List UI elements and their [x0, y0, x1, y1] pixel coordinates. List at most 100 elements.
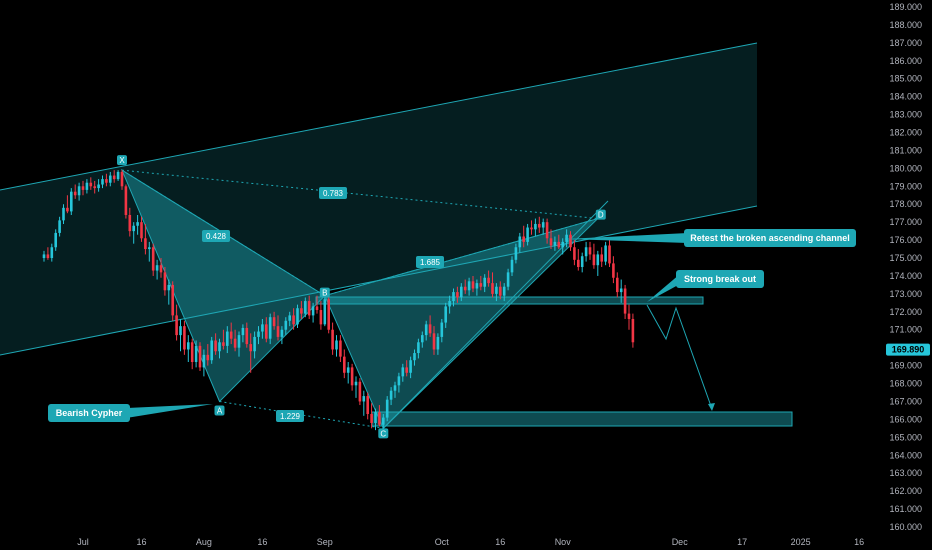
- callout-pattern[interactable]: Bearish Cypher: [48, 404, 213, 422]
- candle-body: [413, 353, 416, 361]
- candle-body: [81, 186, 85, 190]
- candle-body: [444, 306, 447, 323]
- point-label-text: X: [119, 156, 125, 165]
- candle-body: [93, 186, 96, 189]
- candle-body: [623, 288, 627, 314]
- channel-upper-line[interactable]: [0, 42, 758, 191]
- candle-body: [553, 241, 557, 246]
- candle-body: [105, 179, 108, 183]
- candle-body: [265, 324, 268, 339]
- candle-body: [565, 234, 568, 242]
- candle-body: [436, 336, 440, 350]
- callout-text: Bearish Cypher: [56, 408, 123, 418]
- x-tick-label: 16: [257, 537, 267, 547]
- candle-body: [616, 277, 619, 293]
- callout-text: Retest the broken ascending channel: [690, 233, 850, 243]
- y-tick-label: 163.000: [889, 468, 922, 478]
- candle-body: [538, 223, 541, 228]
- callout-retest[interactable]: Retest the broken ascending channel: [565, 229, 856, 247]
- x-tick-label: Dec: [672, 537, 689, 547]
- y-tick-label: 184.000: [889, 92, 922, 102]
- candle-body: [339, 340, 342, 357]
- ratio-label-bg: [202, 230, 230, 242]
- projection-path[interactable]: [646, 304, 715, 411]
- candle-body: [600, 254, 603, 262]
- candle-body: [456, 292, 459, 298]
- candle-body: [144, 238, 147, 250]
- candle-body: [619, 288, 623, 293]
- candle-body: [541, 222, 545, 228]
- candle-body: [151, 247, 155, 271]
- ratio-label-bg: [319, 187, 347, 199]
- candle-body: [183, 326, 186, 350]
- candle-body: [573, 247, 576, 260]
- candle-body: [284, 320, 288, 330]
- point-label-text: A: [217, 406, 223, 415]
- candle-body: [46, 254, 50, 259]
- candle-body: [382, 417, 385, 425]
- candle-body: [66, 207, 69, 212]
- point-label-bg: [214, 405, 225, 416]
- y-tick-label: 173.000: [889, 289, 922, 299]
- support-zones[interactable]: [315, 296, 793, 427]
- candle-body: [467, 281, 471, 291]
- candle-body: [140, 222, 143, 239]
- callouts[interactable]: Retest the broken ascending channel Stron…: [48, 229, 856, 422]
- candle-body: [198, 345, 202, 368]
- candle-body: [522, 236, 525, 242]
- candle-body: [506, 272, 510, 287]
- y-tick-label: 172.000: [889, 307, 922, 317]
- candle-body: [596, 254, 600, 266]
- target-zone[interactable]: [371, 411, 793, 427]
- candle-body: [206, 354, 210, 361]
- candle-body: [116, 171, 120, 180]
- candle-body: [276, 326, 280, 337]
- y-tick-label: 174.000: [889, 271, 922, 281]
- time-axis[interactable]: Jul 16 Aug 16 Sep Oct 16 Nov Dec 17 2025 16: [77, 537, 864, 547]
- candle-body: [491, 283, 494, 294]
- candle-body: [389, 390, 393, 400]
- callout-pointer: [647, 274, 680, 302]
- candle-body: [631, 318, 635, 343]
- point-label-text: B: [322, 289, 327, 298]
- candle-body: [592, 254, 596, 266]
- y-tick-label: 171.000: [889, 325, 922, 335]
- candle-body: [218, 342, 221, 352]
- candle-body: [77, 186, 81, 196]
- projection-line[interactable]: [646, 304, 713, 410]
- candle-body: [210, 340, 213, 361]
- ratio-label: 0.428: [202, 230, 230, 242]
- candle-body: [417, 342, 420, 354]
- candle-body: [584, 247, 588, 257]
- y-tick-label: 166.000: [889, 414, 922, 424]
- candle-body: [179, 326, 182, 336]
- candle-body: [510, 259, 514, 273]
- candle-body: [545, 222, 549, 239]
- ratio-label-text: 1.229: [280, 412, 301, 421]
- y-tick-label: 188.000: [889, 20, 922, 30]
- candle-body: [561, 241, 564, 248]
- x-tick-label: 16: [495, 537, 505, 547]
- callout-pointer: [565, 233, 688, 243]
- candle-body: [187, 342, 190, 350]
- candle-body: [350, 367, 354, 386]
- candle-body: [323, 299, 327, 325]
- candle-body: [62, 207, 65, 221]
- y-tick-label: 168.000: [889, 379, 922, 389]
- point-label-bg: [319, 287, 330, 298]
- callout-breakout[interactable]: Strong break out: [647, 270, 764, 302]
- candle-body: [73, 191, 77, 196]
- callout-pointer: [126, 404, 213, 418]
- candle-body: [495, 286, 498, 294]
- breakout-zone[interactable]: [315, 296, 704, 305]
- y-tick-label: 160.000: [889, 522, 922, 532]
- candle-body: [237, 335, 241, 348]
- candle-body: [499, 286, 502, 296]
- candle-body: [272, 317, 276, 327]
- candle-body: [58, 220, 61, 233]
- candle-body: [370, 414, 373, 423]
- y-tick-label: 165.000: [889, 432, 922, 442]
- candle-body: [362, 396, 366, 402]
- candle-body: [70, 191, 73, 212]
